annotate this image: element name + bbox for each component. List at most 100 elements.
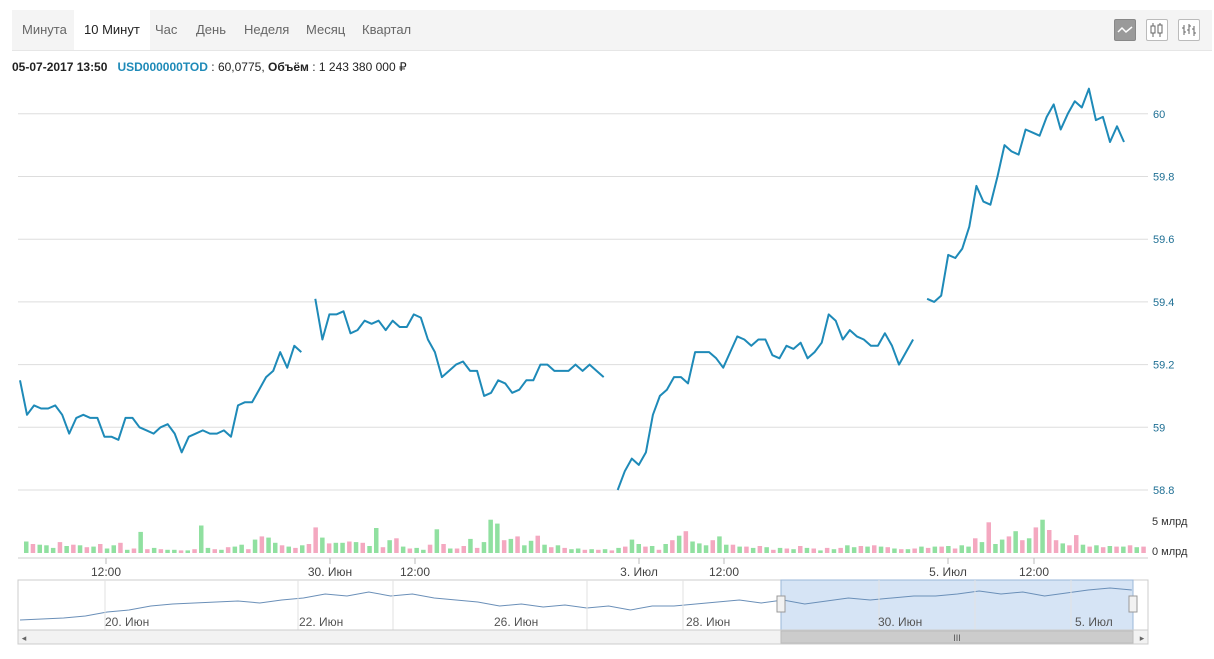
line-chart-button[interactable]: [1114, 19, 1136, 41]
volume-bar: [946, 546, 951, 553]
volume-bar: [71, 544, 76, 553]
volume-bar: [851, 547, 857, 553]
volume-bar: [246, 549, 251, 553]
volume-bar: [138, 531, 143, 553]
volume-axis: 5 млрд 0 млрд: [1152, 516, 1188, 558]
volume-bar: [973, 538, 978, 553]
volume-bar: [380, 547, 386, 553]
volume-bar: [1060, 543, 1065, 553]
volume-bar: [609, 550, 615, 553]
volume-bar: [219, 549, 224, 553]
tab-day[interactable]: День: [196, 22, 226, 37]
volume-bar: [340, 542, 345, 553]
tab-10-minutes[interactable]: 10 Минут: [74, 10, 150, 50]
volume-bar: [192, 549, 197, 553]
volume-bar: [1080, 544, 1086, 553]
volume-bar: [838, 547, 843, 553]
x-tick-label: 5. Июл: [929, 565, 967, 579]
navigator-selection: [780, 579, 1134, 631]
tooltip-price: : 60,0775,: [207, 60, 268, 74]
volume-bar: [1040, 519, 1045, 553]
volume-bar: [575, 548, 581, 553]
volume-bar: [878, 546, 884, 553]
volume-bar: [1100, 547, 1106, 553]
grid-lines: [18, 113, 1148, 559]
volume-bar: [784, 548, 790, 553]
volume-bar: [353, 542, 359, 553]
volume-bar: [798, 546, 803, 553]
volume-tick-label: 0 млрд: [1152, 546, 1188, 558]
navigator[interactable]: 20. Июн 22. Июн 26. Июн 28. Июн 30. Июн 5. Ию…: [17, 579, 1149, 645]
volume-bar: [845, 545, 850, 553]
volume-bar: [64, 546, 69, 553]
x-tick-label: 3. Июл: [620, 565, 658, 579]
volume-bar: [347, 541, 352, 553]
volume-bar: [636, 544, 641, 553]
volume-bar: [333, 542, 339, 553]
scrollbar-thumb: [780, 630, 1134, 644]
volume-bar: [515, 536, 520, 553]
y-axis: 58.8 59 59.2 59.4 59.6 59.8 60: [1153, 109, 1174, 497]
volume-bar: [744, 546, 749, 553]
volume-bar: [616, 547, 621, 553]
volume-bar: [1033, 527, 1039, 553]
data-tooltip: 05-07-2017 13:50 USD000000TOD : 60,0775,…: [12, 60, 407, 74]
volume-bar: [656, 549, 662, 553]
volume-bar: [24, 541, 29, 553]
tab-month[interactable]: Месяц: [306, 22, 346, 37]
ohlc-chart-button[interactable]: [1178, 19, 1200, 41]
volume-bar: [212, 549, 217, 553]
tab-week[interactable]: Неделя: [244, 22, 290, 37]
volume-bar: [320, 537, 325, 553]
volume-bar: [724, 544, 729, 553]
volume-bar: [57, 542, 63, 553]
volume-bar: [1020, 540, 1025, 553]
scroll-right-icon: ▸: [1140, 634, 1145, 644]
volume-bar: [125, 549, 130, 553]
tab-hour[interactable]: Час: [155, 22, 178, 37]
volume-series: [24, 519, 1146, 553]
price-line-segment-1: [314, 298, 605, 397]
volume-bar: [535, 535, 540, 553]
volume-bar: [623, 546, 628, 553]
volume-bar: [993, 544, 998, 553]
volume-bar: [932, 546, 938, 553]
volume-bar: [925, 547, 931, 553]
volume-bar: [414, 547, 419, 553]
tab-minute[interactable]: Минута: [22, 22, 67, 37]
volume-bar: [367, 546, 372, 553]
volume-bar: [131, 548, 137, 553]
volume-bar: [649, 546, 655, 553]
volume-bar: [185, 550, 190, 553]
volume-bar: [912, 548, 917, 553]
volume-bar: [454, 548, 460, 553]
volume-bar: [1026, 538, 1032, 553]
volume-bar: [1013, 531, 1018, 553]
volume-bar: [777, 547, 783, 553]
x-tick-label: 12:00: [91, 565, 121, 579]
volume-bar: [400, 546, 406, 553]
tab-quarter[interactable]: Квартал: [362, 22, 412, 37]
price-line-segment-0: [19, 344, 302, 454]
volume-bar: [791, 549, 796, 553]
candlestick-chart-button[interactable]: [1146, 19, 1168, 41]
volume-bar: [899, 549, 904, 553]
volume-bar: [286, 546, 291, 553]
volume-bar: [811, 548, 816, 553]
volume-bar: [629, 539, 635, 553]
volume-bar: [300, 545, 305, 553]
volume-bar: [306, 544, 312, 553]
y-tick-label: 59.4: [1153, 297, 1174, 309]
volume-bar: [279, 545, 285, 553]
navigator-x-label: 26. Июн: [494, 615, 538, 629]
volume-bar: [596, 549, 601, 553]
volume-bar: [427, 544, 433, 553]
volume-bar: [488, 519, 493, 553]
volume-tick-label: 5 млрд: [1152, 516, 1188, 528]
volume-bar: [44, 545, 49, 553]
volume-bar: [111, 545, 116, 553]
volume-bar: [999, 539, 1005, 553]
volume-bar: [481, 542, 487, 553]
volume-bar: [549, 547, 554, 553]
volume-bar: [1094, 545, 1099, 553]
